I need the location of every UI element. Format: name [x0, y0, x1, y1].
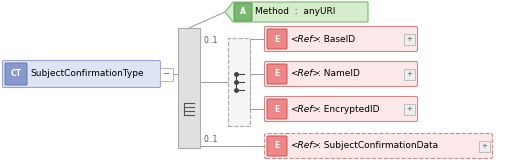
Text: 0..1: 0..1 [203, 36, 218, 45]
Text: CT: CT [11, 69, 21, 79]
Polygon shape [225, 2, 368, 22]
Text: : BaseID: : BaseID [318, 35, 355, 44]
FancyBboxPatch shape [178, 28, 200, 148]
FancyBboxPatch shape [267, 29, 287, 49]
FancyBboxPatch shape [267, 136, 287, 156]
Text: 0..1: 0..1 [203, 135, 218, 144]
FancyBboxPatch shape [228, 38, 250, 126]
FancyBboxPatch shape [404, 68, 415, 80]
FancyBboxPatch shape [5, 63, 27, 85]
Text: E: E [274, 69, 280, 79]
FancyBboxPatch shape [265, 27, 417, 52]
Text: <Ref>: <Ref> [290, 104, 320, 113]
FancyBboxPatch shape [160, 67, 172, 81]
Text: <Ref>: <Ref> [290, 69, 320, 79]
Text: : EncryptedID: : EncryptedID [318, 104, 380, 113]
FancyBboxPatch shape [404, 104, 415, 114]
FancyBboxPatch shape [265, 133, 492, 158]
Text: Method  :  anyURI: Method : anyURI [255, 7, 335, 16]
FancyBboxPatch shape [3, 60, 161, 88]
Text: SubjectConfirmationType: SubjectConfirmationType [30, 69, 143, 79]
Text: A: A [240, 7, 246, 16]
FancyBboxPatch shape [267, 99, 287, 119]
Text: E: E [274, 35, 280, 44]
Text: : SubjectConfirmationData: : SubjectConfirmationData [318, 141, 438, 150]
FancyBboxPatch shape [265, 61, 417, 87]
Text: : NameID: : NameID [318, 69, 360, 79]
Text: +: + [406, 36, 412, 42]
Text: +: + [406, 106, 412, 112]
Text: −: − [163, 69, 169, 79]
Text: <Ref>: <Ref> [290, 141, 320, 150]
FancyBboxPatch shape [234, 3, 252, 21]
FancyBboxPatch shape [267, 64, 287, 84]
Text: +: + [481, 143, 487, 149]
Text: <Ref>: <Ref> [290, 35, 320, 44]
Text: E: E [274, 141, 280, 150]
FancyBboxPatch shape [479, 141, 489, 151]
Text: E: E [274, 104, 280, 113]
FancyBboxPatch shape [404, 34, 415, 44]
Text: +: + [406, 71, 412, 77]
FancyBboxPatch shape [265, 96, 417, 121]
